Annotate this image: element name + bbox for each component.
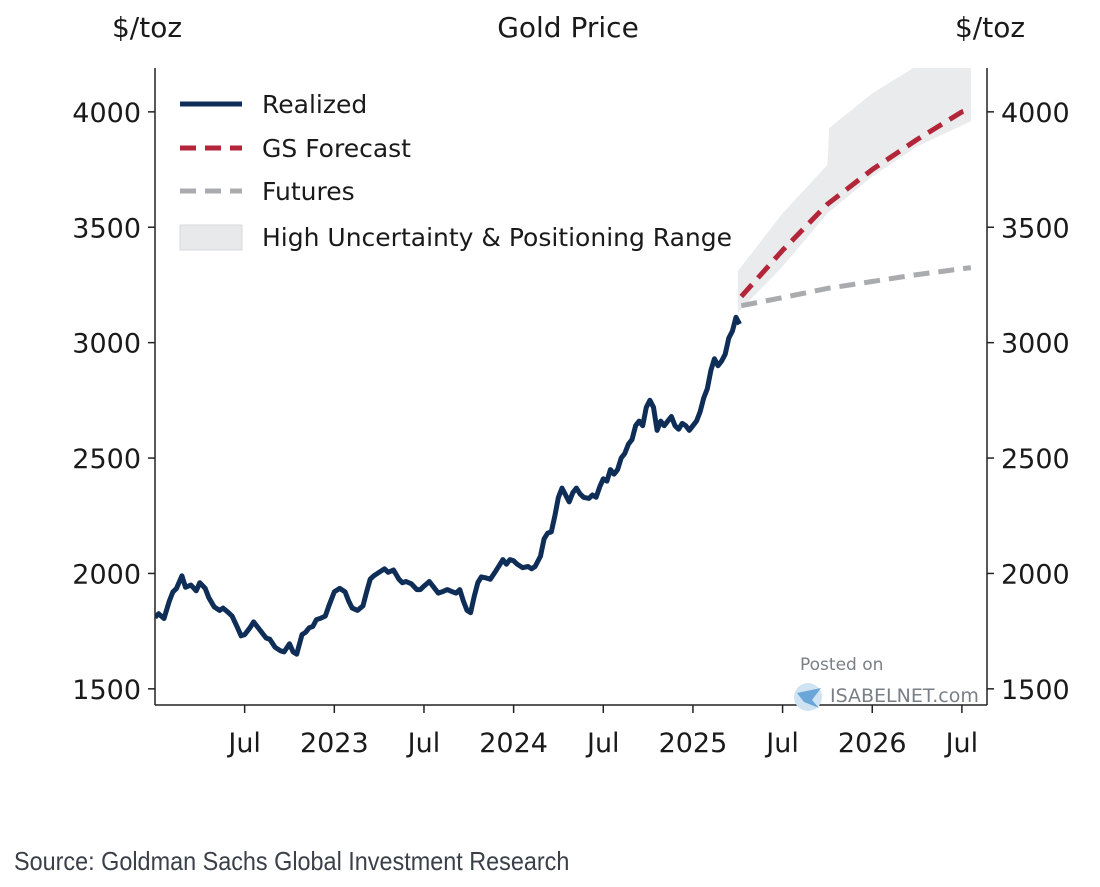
y-axis-label-right: $/toz	[955, 11, 1025, 44]
legend-swatch-uncertainty-range	[179, 224, 243, 251]
y-tick-label-left: 2000	[72, 559, 141, 590]
y-tick-label-left: 3000	[72, 329, 141, 360]
axes-layer: 1500 1500 2000 2000 2500 2500 3000 3000 3500 3500…	[72, 68, 1070, 759]
series-line-realized	[155, 314, 742, 657]
x-tick-label: Jul	[944, 728, 979, 759]
x-tick-label: Jul	[406, 728, 441, 759]
y-tick-label-left: 3500	[72, 213, 141, 244]
y-tick-label-right: 3500	[1001, 213, 1070, 244]
isabelnet-watermark: Posted on ISABELNET.com	[794, 655, 979, 711]
x-tick-label: 2024	[479, 728, 548, 759]
legend-label-gs-forecast: GS Forecast	[262, 134, 411, 163]
source-note: Source: Goldman Sachs Global Investment …	[14, 846, 570, 876]
x-tick-label: 2026	[838, 728, 907, 759]
x-tick-label: Jul	[585, 728, 620, 759]
y-tick-label-right: 4000	[1001, 98, 1070, 129]
legend: Realized GS Forecast Futures High Uncert…	[179, 90, 732, 252]
x-tick-label: Jul	[764, 728, 799, 759]
watermark-site: ISABELNET.com	[830, 685, 979, 707]
series-line-futures	[740, 265, 972, 309]
uncertainty-band-layer	[737, 68, 971, 313]
x-tick-label: 2023	[300, 728, 369, 759]
y-tick-label-right: 2000	[1001, 559, 1070, 590]
x-tick-label: 2025	[659, 728, 728, 759]
watermark-posted-on: Posted on	[800, 655, 883, 675]
y-tick-label-right: 1500	[1001, 675, 1070, 706]
series-layer	[155, 107, 972, 657]
legend-label-realized: Realized	[262, 90, 367, 119]
band-high-uncertainty-positioning-range	[737, 68, 971, 313]
y-tick-label-left: 1500	[72, 675, 141, 706]
legend-label-uncertainty-range: High Uncertainty & Positioning Range	[262, 223, 732, 252]
y-axis-label-left: $/toz	[112, 11, 182, 44]
series-line-gs-forecast	[739, 107, 972, 299]
y-tick-label-right: 3000	[1001, 329, 1070, 360]
x-tick-label: Jul	[226, 728, 261, 759]
bird-logo-icon	[794, 683, 822, 711]
legend-label-futures: Futures	[262, 177, 355, 206]
y-tick-label-left: 4000	[72, 98, 141, 129]
chart-title: Gold Price	[497, 11, 639, 44]
y-tick-label-left: 2500	[72, 444, 141, 475]
y-tick-label-right: 2500	[1001, 444, 1070, 475]
